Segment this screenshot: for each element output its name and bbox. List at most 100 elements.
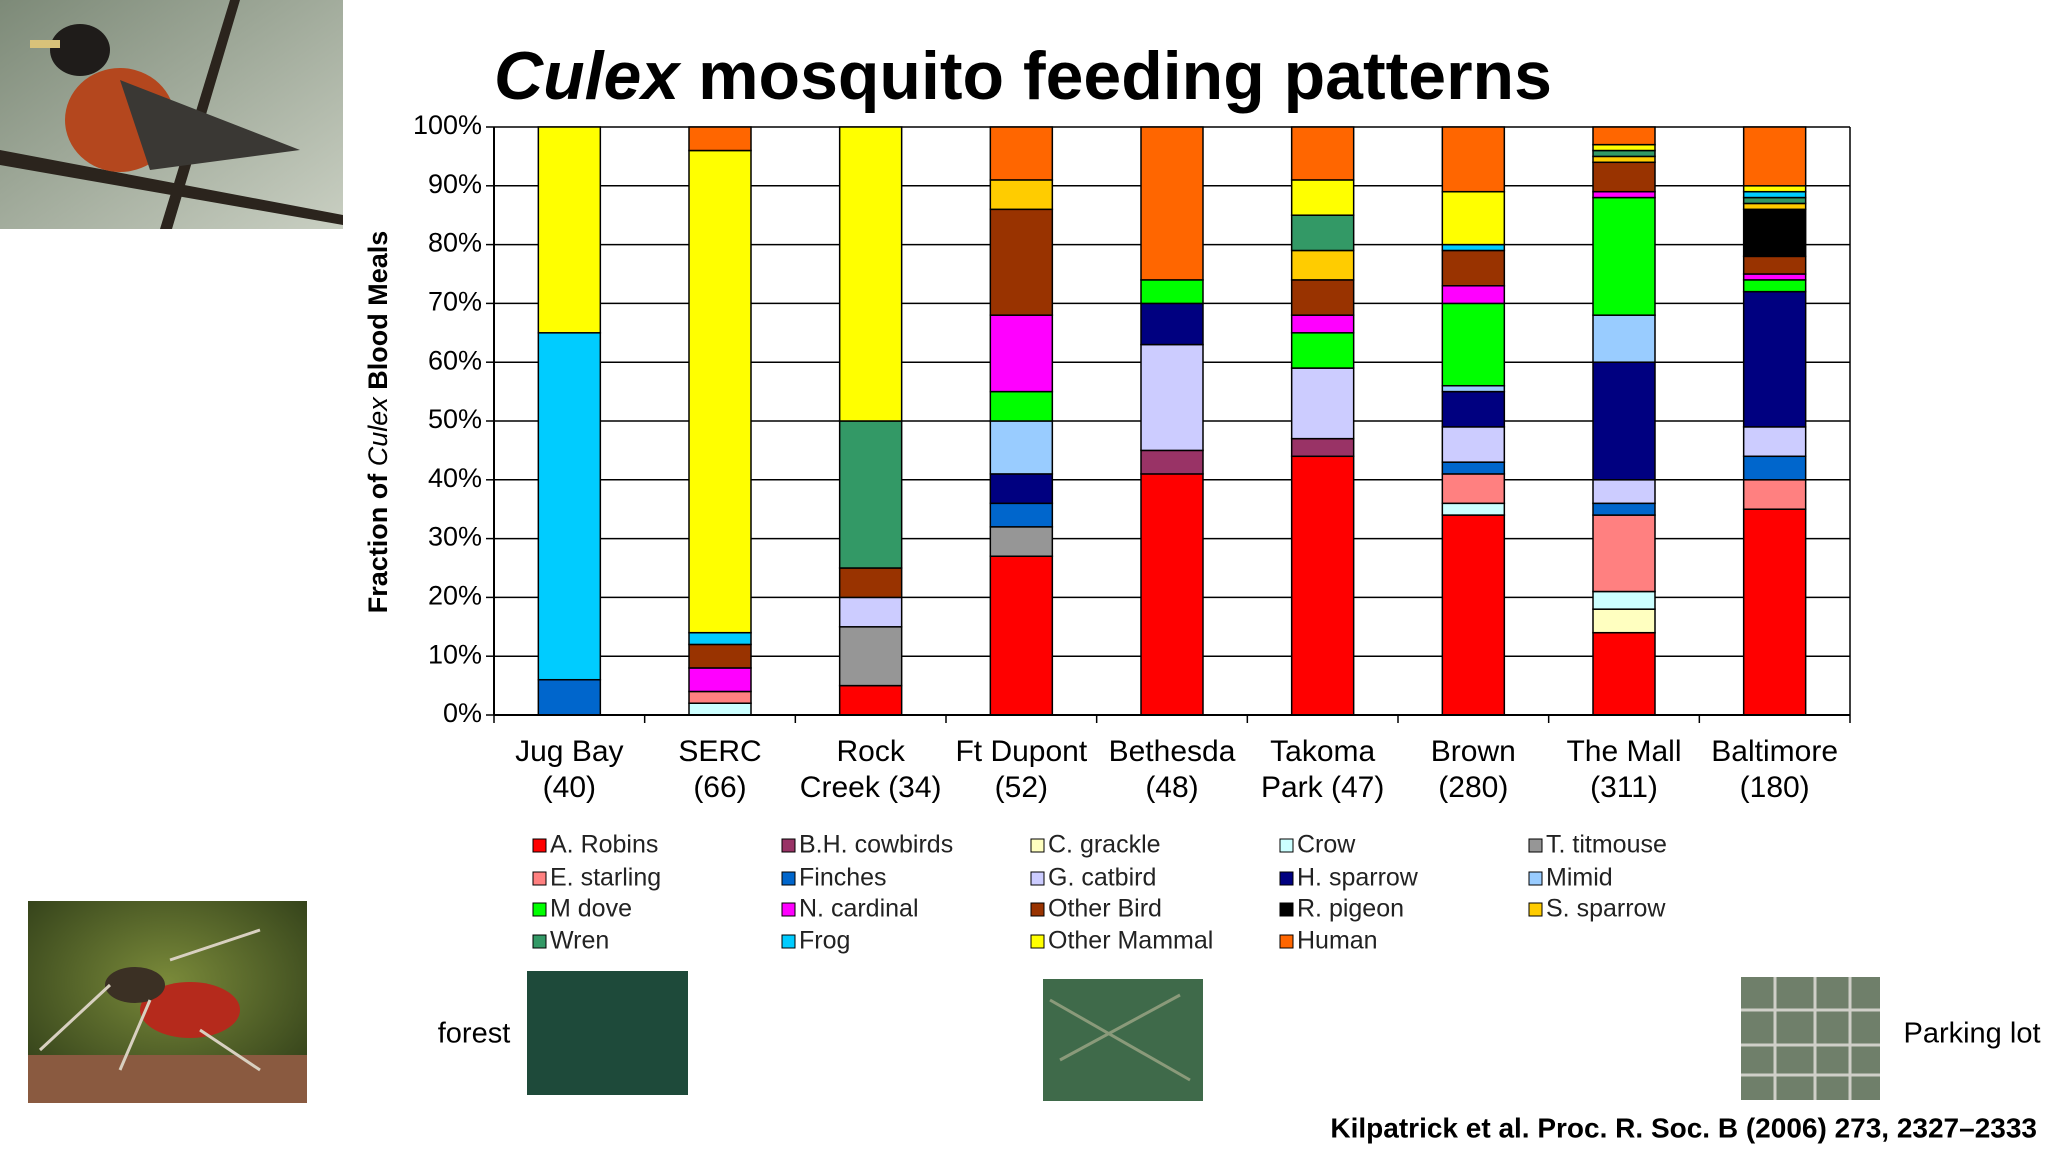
bar-segment <box>989 390 1054 422</box>
legend-label: E. starling <box>550 864 661 892</box>
bar-segment <box>1592 514 1656 593</box>
bar-segment <box>1441 514 1506 716</box>
title-part: mosquito feeding patterns <box>679 38 1552 114</box>
y-tick-label: 80% <box>428 228 482 258</box>
bar-segment <box>1742 273 1807 281</box>
legend-swatch <box>532 934 547 949</box>
bar-segment <box>1592 190 1656 199</box>
bar-segment <box>1742 290 1807 428</box>
y-tick-label: 50% <box>428 404 482 434</box>
legend-swatch <box>781 838 796 853</box>
y-tick-label: 100% <box>413 110 482 140</box>
bar-segment <box>1441 384 1506 393</box>
x-tick-label: Jug Bay <box>515 735 623 768</box>
bar-segment <box>1441 190 1506 246</box>
x-tick-label: Ft Dupont <box>955 735 1087 768</box>
bar-segment <box>1742 185 1807 193</box>
mosquito-photo <box>28 901 307 1103</box>
bar-segment <box>1290 455 1355 716</box>
bar-segment <box>1592 502 1656 516</box>
y-label-part: Blood Meals <box>363 231 393 398</box>
bar-segment <box>1140 279 1204 305</box>
legend-label: H. sparrow <box>1297 864 1419 892</box>
legend-label: Frog <box>799 927 850 955</box>
bar-segment <box>688 126 752 152</box>
bar-segment <box>1140 126 1204 281</box>
bar-segment <box>1592 631 1656 716</box>
city-image-detail <box>1741 977 1880 1100</box>
bar-segment <box>989 502 1054 528</box>
legend-swatch <box>532 838 547 853</box>
bar-segment <box>1290 126 1355 181</box>
y-tick-label: 90% <box>428 169 482 199</box>
legend-label: C. grackle <box>1048 831 1161 859</box>
bar-segment <box>1742 126 1807 187</box>
legend-label: M dove <box>550 895 632 923</box>
legend-swatch <box>1030 871 1045 886</box>
bar-segment <box>1140 302 1204 346</box>
legend-label: N. cardinal <box>799 895 919 923</box>
bar-segment <box>1140 473 1204 716</box>
bar-segment <box>1290 214 1355 252</box>
legend-label: R. pigeon <box>1297 895 1404 923</box>
bar-segment <box>1592 361 1656 481</box>
legend-swatch <box>781 934 796 949</box>
bar-segment <box>1441 426 1506 463</box>
legend-label: Finches <box>799 864 887 892</box>
legend-label: Wren <box>550 927 609 955</box>
bar-segment <box>1441 302 1506 387</box>
bar-segment <box>1441 285 1506 305</box>
legend-swatch <box>1279 902 1294 917</box>
bar-segment <box>1140 343 1204 452</box>
bar-segment <box>537 332 602 681</box>
y-axis-label: Fraction of Culex Blood Meals <box>363 231 393 614</box>
bar-segment <box>1592 155 1656 164</box>
bar-segment <box>989 126 1054 181</box>
legend-label: Crow <box>1297 831 1356 859</box>
x-tick-label: Takoma <box>1270 735 1375 768</box>
legend-label: B.H. cowbirds <box>799 831 953 859</box>
bar-segment <box>989 555 1054 716</box>
bar-segment <box>1592 126 1656 146</box>
y-label-part: Fraction of <box>363 466 393 613</box>
legend-swatch <box>1528 902 1543 917</box>
bar-segment <box>989 526 1054 557</box>
bar-segment <box>1441 126 1506 193</box>
bar-segment <box>688 702 752 716</box>
legend-swatch <box>1528 871 1543 886</box>
robin-photo <box>0 0 343 229</box>
legend-label: G. catbird <box>1048 864 1156 892</box>
city-image <box>1741 977 1880 1100</box>
title-part: Culex <box>494 38 682 114</box>
bar-segment <box>1592 590 1656 610</box>
bar-segment <box>1441 249 1506 287</box>
bar-segment <box>688 643 752 669</box>
y-label-part: Culex <box>363 396 393 467</box>
y-tick-label: 60% <box>428 345 482 375</box>
bar-segment <box>537 126 602 334</box>
bar-segment <box>1592 479 1656 505</box>
bar-segment <box>1290 249 1355 281</box>
bar-segment <box>838 684 903 716</box>
x-tick-label: (48) <box>1145 771 1198 804</box>
bar-segment <box>1742 479 1807 510</box>
legend-label: A. Robins <box>550 831 658 859</box>
bar-segment <box>1441 473 1506 505</box>
bar-segment <box>1742 190 1807 199</box>
bar-segment <box>1140 449 1204 475</box>
legend-swatch <box>1528 838 1543 853</box>
legend-label: Mimid <box>1546 864 1613 892</box>
bar-segment <box>688 631 752 646</box>
bar-segment <box>989 473 1054 505</box>
y-tick-label: 40% <box>428 463 482 493</box>
x-tick-label: (66) <box>693 771 746 804</box>
bar-segment <box>1290 279 1355 316</box>
x-tick-label: (311) <box>1590 771 1658 804</box>
y-tick-label: 20% <box>428 581 482 611</box>
legend-swatch <box>532 902 547 917</box>
bar-segment <box>1742 202 1807 211</box>
bar-segment <box>838 420 903 569</box>
legend-label: Other Bird <box>1048 895 1162 923</box>
legend-label: Other Mammal <box>1048 927 1213 955</box>
bar-segment <box>1290 332 1355 369</box>
